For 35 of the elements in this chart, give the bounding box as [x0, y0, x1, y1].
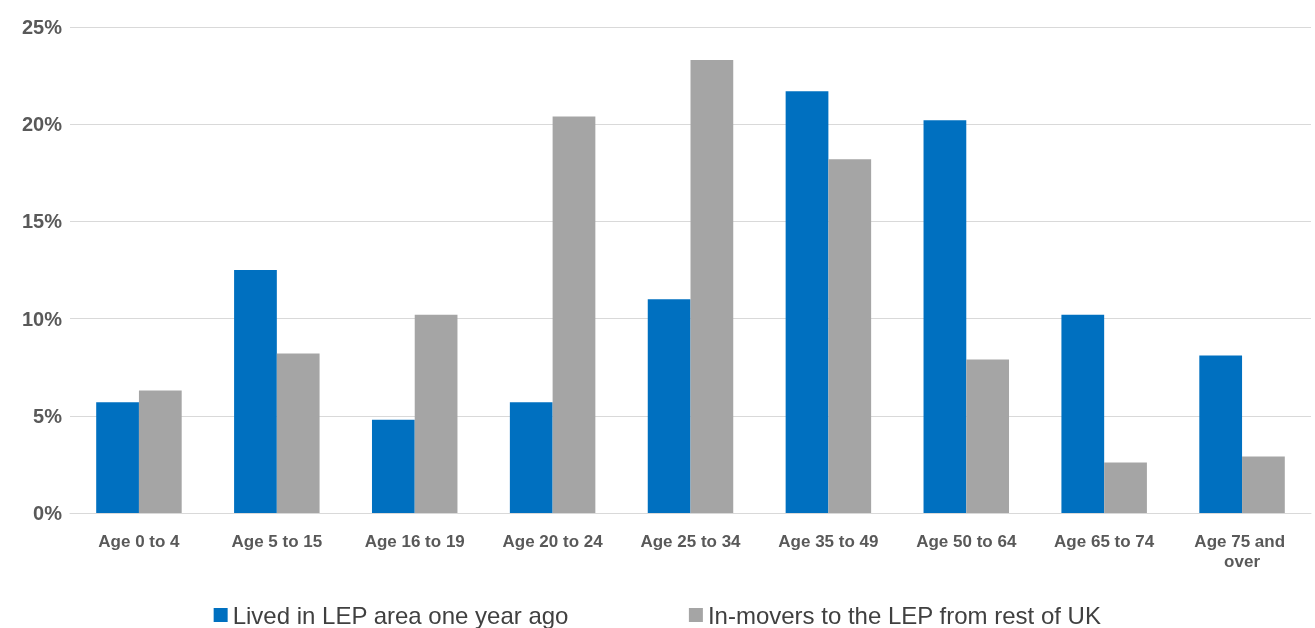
bar	[690, 60, 734, 513]
bar	[414, 314, 458, 513]
bar	[509, 402, 553, 513]
y-tick-label: 20%	[21, 113, 63, 136]
bar	[1199, 355, 1243, 513]
x-tick-label: Age 5 to 15	[231, 531, 323, 551]
bar	[1061, 314, 1105, 513]
x-tick-label: Age 35 to 49	[778, 531, 879, 551]
y-tick-label: 10%	[21, 307, 63, 330]
x-tick-label: Age 50 to 64	[916, 531, 1017, 551]
bar	[96, 402, 139, 513]
x-tick-label: Age 20 to 24	[502, 531, 604, 551]
bar	[966, 359, 1010, 513]
y-tick-label: 0%	[33, 502, 63, 524]
x-tick-label: Age 16 to 19	[364, 531, 465, 551]
bar	[1242, 456, 1285, 513]
bar	[552, 116, 596, 513]
bar	[1104, 462, 1147, 513]
x-tick-label: Age 75 and over	[1194, 531, 1290, 571]
bar	[371, 419, 415, 513]
bar	[923, 120, 967, 513]
bar	[276, 353, 320, 513]
y-tick-label: 15%	[21, 210, 63, 233]
x-tick-label: Age 0 to 4	[98, 531, 181, 551]
x-tick-label: Age 65 to 74	[1054, 531, 1155, 551]
y-tick-label: 25%	[21, 16, 63, 38]
bar	[234, 270, 277, 513]
bar	[138, 390, 182, 513]
legend-label: In-movers to the LEP from rest of UK	[707, 601, 1101, 628]
legend-label: Lived in LEP area one year ago	[232, 601, 569, 628]
y-tick-label: 5%	[33, 404, 63, 427]
bar	[647, 299, 691, 513]
bar	[785, 91, 829, 513]
bar	[828, 159, 872, 513]
x-tick-label: Age 25 to 34	[640, 531, 742, 551]
